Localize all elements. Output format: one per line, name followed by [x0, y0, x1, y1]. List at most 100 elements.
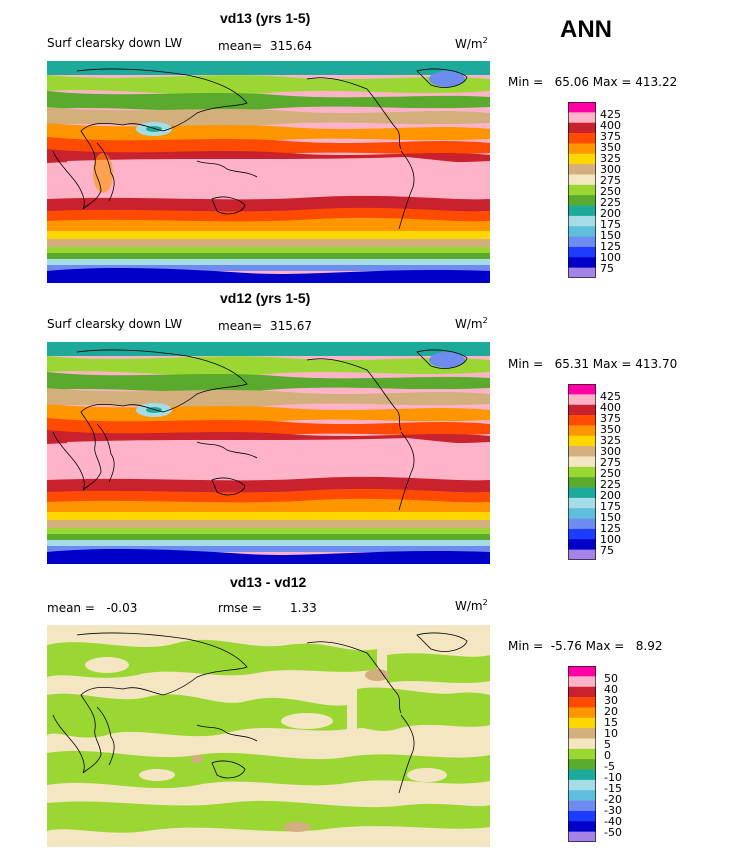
panel-3-rmse-label: rmse =: [218, 601, 262, 615]
cb-label: 425: [600, 390, 621, 403]
colorbar-border: [568, 102, 596, 278]
cb-label: -5: [604, 760, 615, 773]
cb-label: 30: [604, 694, 618, 707]
colorbar-swatch: [568, 539, 596, 550]
cb-label: 325: [600, 152, 621, 165]
panel-2-colorbar: [568, 384, 596, 560]
colorbar-swatch: [568, 466, 596, 478]
cb-label: 400: [600, 119, 621, 132]
colorbar-swatch: [568, 549, 596, 560]
season-label: ANN: [560, 16, 612, 43]
colorbar-swatch: [568, 195, 596, 206]
panel-2-mean-label: mean=: [218, 319, 263, 333]
colorbar-swatch: [568, 487, 596, 499]
colorbar-swatch: [568, 831, 596, 842]
panel-2-mean-value: 315.67: [270, 319, 312, 333]
cb-label: -50: [604, 826, 622, 839]
colorbar-swatch: [568, 153, 596, 165]
cb-label: 300: [600, 163, 621, 176]
cb-label: 150: [600, 511, 621, 524]
panel-2-units: W/m2: [455, 316, 488, 331]
colorbar-swatch: [568, 821, 596, 832]
colorbar-swatch: [568, 779, 596, 791]
cb-label: 175: [600, 218, 621, 231]
colorbar-swatch: [568, 122, 596, 134]
colorbar-swatch: [568, 738, 596, 750]
panel-3-units: W/m2: [455, 598, 488, 613]
panel-3-minmax: Min = -5.76 Max = 8.92: [508, 639, 663, 653]
panel-2-minmax: Min = 65.31 Max = 413.70: [508, 357, 678, 371]
colorbar-swatch: [568, 143, 596, 155]
colorbar-swatch: [568, 415, 596, 426]
colorbar-swatch: [568, 425, 596, 437]
cb-label: 375: [600, 412, 621, 425]
panel-2-colorbar-labels: 425 400 375 350 325 300 275 250 225 200 …: [600, 391, 621, 556]
colorbar-swatch: [568, 215, 596, 227]
cb-label: 100: [600, 533, 621, 546]
colorbar-swatch: [568, 800, 596, 812]
cb-label: 125: [600, 240, 621, 253]
cb-label: 0: [604, 749, 611, 762]
colorbar-swatch: [568, 102, 596, 113]
panel-3-title: vd13 - vd12: [230, 574, 307, 590]
cb-label: 75: [600, 262, 614, 275]
colorbar-swatch: [568, 508, 596, 519]
cb-label: 10: [604, 727, 618, 740]
colorbar-swatch: [568, 728, 596, 739]
panel-3-colorbar-labels: 50 40 30 20 15 10 5 0 -5 -10 -15 -20 -30…: [604, 673, 622, 838]
colorbar-swatch: [568, 697, 596, 708]
cb-label: 225: [600, 478, 621, 491]
panel-1-map: [47, 61, 490, 283]
colorbar-swatch: [568, 666, 596, 677]
colorbar-swatch: [568, 676, 596, 687]
cb-label: 375: [600, 130, 621, 143]
cb-label: -30: [604, 804, 622, 817]
colorbar-swatch: [568, 810, 596, 822]
panel-1-title: vd13 (yrs 1-5): [220, 10, 311, 26]
panel-2-map: [47, 342, 490, 564]
panel-1-field-name: Surf clearsky down LW: [47, 36, 183, 50]
colorbar-swatch: [568, 404, 596, 416]
cb-label: 275: [600, 456, 621, 469]
colorbar-swatch: [568, 686, 596, 698]
colorbar-swatch: [568, 717, 596, 729]
colorbar-swatch: [568, 394, 596, 405]
colorbar-swatch: [568, 164, 596, 175]
panel-1-units: W/m2: [455, 36, 488, 51]
colorbar-border: [568, 384, 596, 560]
cb-label: 250: [600, 185, 621, 198]
cb-label: 125: [600, 522, 621, 535]
cb-label: 150: [600, 229, 621, 242]
panel-1-colorbar: [568, 102, 596, 278]
cb-label: 40: [604, 683, 618, 696]
panel-2-title: vd12 (yrs 1-5): [220, 290, 311, 306]
cb-label: 75: [600, 544, 614, 557]
panel-1-minmax: Min = 65.06 Max = 413.22: [508, 75, 678, 89]
panel-3-rmse-value: 1.33: [290, 601, 317, 615]
cb-label: -10: [604, 771, 622, 784]
colorbar-swatch: [568, 226, 596, 237]
colorbar-swatch: [568, 112, 596, 123]
cb-label: 275: [600, 174, 621, 187]
cb-label: 100: [600, 251, 621, 264]
colorbar-swatch: [568, 246, 596, 258]
panel-2-field-name: Surf clearsky down LW: [47, 317, 183, 331]
panel-1-mean-label: mean=: [218, 39, 263, 53]
colorbar-swatch: [568, 267, 596, 278]
colorbar-swatch: [568, 759, 596, 770]
colorbar-swatch: [568, 435, 596, 447]
cb-label: 20: [604, 705, 618, 718]
colorbar-swatch: [568, 790, 596, 801]
cb-label: -20: [604, 793, 622, 806]
cb-label: 175: [600, 500, 621, 513]
cb-label: 250: [600, 467, 621, 480]
colorbar-swatch: [568, 446, 596, 457]
cb-label: 50: [604, 672, 618, 685]
colorbar-swatch: [568, 769, 596, 781]
cb-label: 325: [600, 434, 621, 447]
colorbar-swatch: [568, 748, 596, 760]
colorbar-swatch: [568, 257, 596, 268]
colorbar-swatch: [568, 174, 596, 186]
cb-label: 200: [600, 489, 621, 502]
colorbar-swatch: [568, 184, 596, 196]
